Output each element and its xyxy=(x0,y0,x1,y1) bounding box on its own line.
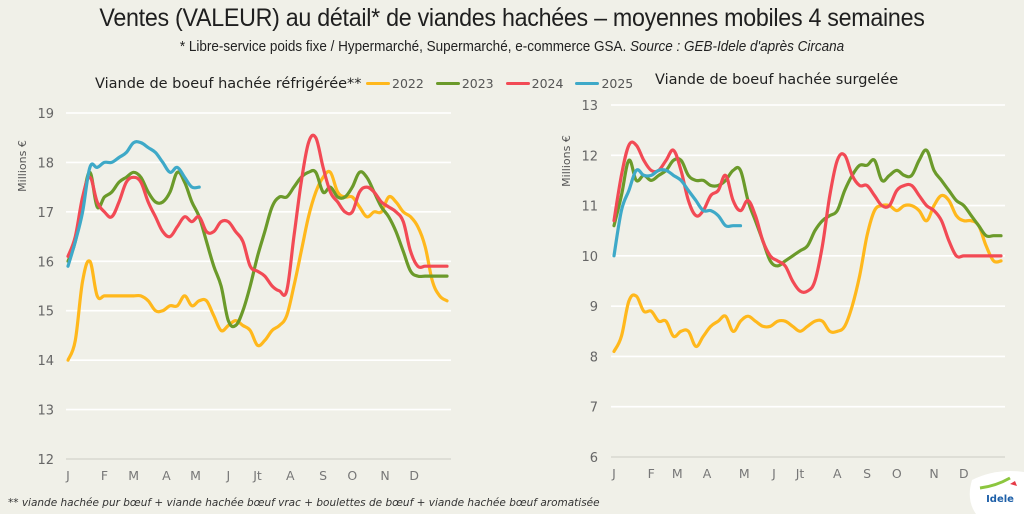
y-tick-label: 15 xyxy=(37,305,54,320)
y-tick-label: 13 xyxy=(37,404,54,419)
y-axis-label: Millions € xyxy=(16,140,29,192)
chart-surgelee: 6 7 8 9 10 11 12 13 J F M A M J Jt A S O N D Millions € xyxy=(560,99,1005,481)
y-axis-label: Millions € xyxy=(560,135,573,187)
chart-subtitle: * Libre-service poids fixe / Hypermarché… xyxy=(51,38,973,55)
series-line-2025 xyxy=(612,168,743,258)
x-tick-label: J xyxy=(611,466,616,481)
series-line-2024 xyxy=(612,140,1003,295)
x-tick-label: F xyxy=(101,468,108,483)
y-tick-label: 13 xyxy=(581,99,598,114)
footnote: ** viande hachée pur bœuf + viande haché… xyxy=(8,497,600,509)
x-tick-label: O xyxy=(892,466,902,481)
series-line-2023 xyxy=(66,168,449,329)
chart-refrigeree: 12 13 14 15 16 17 18 19 J F M A M J Jt A S O N D Millions € xyxy=(16,107,451,483)
x-tick-label: Jt xyxy=(795,466,805,481)
legend-label-2023: 2023 xyxy=(461,76,494,91)
x-tick-label: A xyxy=(162,468,171,483)
x-tick-label: O xyxy=(347,468,357,483)
legend-label-2022: 2022 xyxy=(392,76,424,91)
y-tick-label: 11 xyxy=(581,200,598,215)
legend-item-2024: 2024 xyxy=(505,76,564,91)
x-tick-label: J xyxy=(771,466,776,481)
legend-item-2025: 2025 xyxy=(575,76,633,91)
logo-flag-icon xyxy=(1010,481,1017,486)
x-tick-label: M xyxy=(128,468,139,483)
y-tick-label: 16 xyxy=(37,255,54,270)
y-tick-label: 8 xyxy=(590,350,598,365)
legend-swatch-2024 xyxy=(505,82,530,85)
x-tick-label: N xyxy=(380,468,389,483)
x-tick-label: N xyxy=(929,466,938,481)
x-tick-label: S xyxy=(863,466,871,481)
x-tick-label: F xyxy=(648,466,655,481)
subtitle-source: Source : GEB-Idele d'après Circana xyxy=(629,38,845,55)
series-line-2025 xyxy=(66,140,201,268)
logo-text: Idele xyxy=(986,494,1014,505)
x-tick-label: A xyxy=(703,466,712,481)
subtitle-text: * Libre-service poids fixe / Hypermarché… xyxy=(179,38,630,55)
chart-title: Ventes (VALEUR) au détail* de viandes ha… xyxy=(99,4,925,32)
x-tick-label: M xyxy=(672,466,683,481)
legend-swatch-2022 xyxy=(366,82,390,85)
y-tick-label: 6 xyxy=(590,451,598,466)
x-tick-label: J xyxy=(65,468,70,483)
y-tick-label: 7 xyxy=(590,401,598,416)
series-line-2022 xyxy=(66,169,449,362)
x-tick-label: J xyxy=(226,468,231,483)
legend-swatch-2025 xyxy=(575,82,600,85)
legend: 2022 2023 2024 2025 xyxy=(366,76,633,91)
idele-logo: Idele xyxy=(969,471,1024,514)
legend-label-2025: 2025 xyxy=(601,76,634,91)
legend-item-2023: 2023 xyxy=(435,76,494,91)
x-tick-label: M xyxy=(190,468,201,483)
x-tick-label: A xyxy=(286,468,295,483)
logo-swoosh-icon xyxy=(979,476,1011,490)
y-tick-label: 12 xyxy=(581,149,598,164)
x-tick-label: D xyxy=(959,466,969,481)
series-line-2023 xyxy=(612,148,1003,268)
legend-swatch-2023 xyxy=(435,82,460,85)
series-line-2024 xyxy=(66,133,449,298)
y-tick-label: 19 xyxy=(37,107,54,122)
x-tick-label: S xyxy=(319,468,327,483)
y-tick-label: 14 xyxy=(37,354,54,369)
x-tick-label: M xyxy=(739,466,750,481)
legend-label-2024: 2024 xyxy=(531,76,564,91)
y-tick-label: 12 xyxy=(37,453,54,468)
series-line-2022 xyxy=(612,193,1003,353)
logo-background xyxy=(969,471,1024,514)
x-tick-label: A xyxy=(833,466,842,481)
x-tick-label: D xyxy=(409,468,419,483)
legend-item-2022: 2022 xyxy=(366,76,424,91)
right-panel-title: Viande de boeuf hachée surgelée xyxy=(655,72,899,88)
y-tick-label: 18 xyxy=(37,156,54,171)
y-tick-label: 9 xyxy=(590,300,598,315)
left-panel-title: Viande de boeuf hachée réfrigérée** xyxy=(95,76,362,92)
y-tick-label: 17 xyxy=(37,206,54,221)
y-tick-label: 10 xyxy=(581,250,598,265)
x-tick-label: Jt xyxy=(252,468,262,483)
